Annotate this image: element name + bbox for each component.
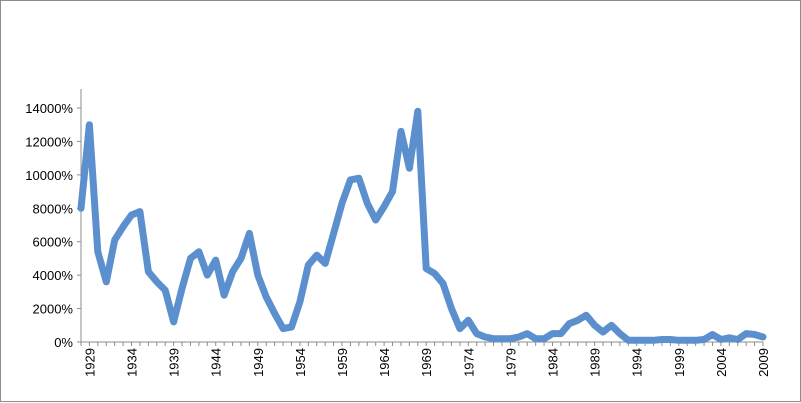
x-tick-label: 1954 (293, 348, 308, 377)
y-tick-label: 4000% (33, 268, 74, 283)
x-tick-label: 1959 (335, 348, 350, 377)
x-tick-label: 1934 (125, 348, 140, 377)
y-tick-label: 8000% (33, 201, 74, 216)
y-tick-label: 10000% (25, 168, 73, 183)
y-tick-label: 2000% (33, 302, 74, 317)
y-tick-label: 6000% (33, 235, 74, 250)
x-tick-label: 1974 (461, 348, 476, 377)
x-tick-label: 1964 (377, 348, 392, 377)
y-tick-label: 0% (54, 335, 73, 350)
x-tick-label: 1969 (419, 348, 434, 377)
x-tick-label: 1929 (82, 348, 97, 377)
series-layer (77, 107, 767, 344)
x-tick-label: 1944 (209, 348, 224, 377)
x-tick-label: 1984 (546, 348, 561, 377)
x-tick-label: 1999 (672, 348, 687, 377)
x-tick-label: 1939 (167, 348, 182, 377)
x-axis-ticks: 1929 1934 1939 1944 1949 1954 1959 1964 1969 1974… (80, 342, 771, 377)
y-tick-label: 12000% (25, 134, 73, 149)
y-tick-label: 14000% (25, 101, 73, 116)
x-tick-label: 1989 (588, 348, 603, 377)
series-line (77, 107, 767, 344)
x-tick-label: 2009 (756, 348, 771, 377)
x-tick-label: 1994 (630, 348, 645, 377)
y-axis-ticks: 0% 2000% 4000% 6000% 8000% 10000% 12000% 14000% (25, 101, 81, 350)
x-tick-label: 1949 (251, 348, 266, 377)
x-tick-label: 2004 (714, 348, 729, 377)
x-tick-label: 1979 (503, 348, 518, 377)
